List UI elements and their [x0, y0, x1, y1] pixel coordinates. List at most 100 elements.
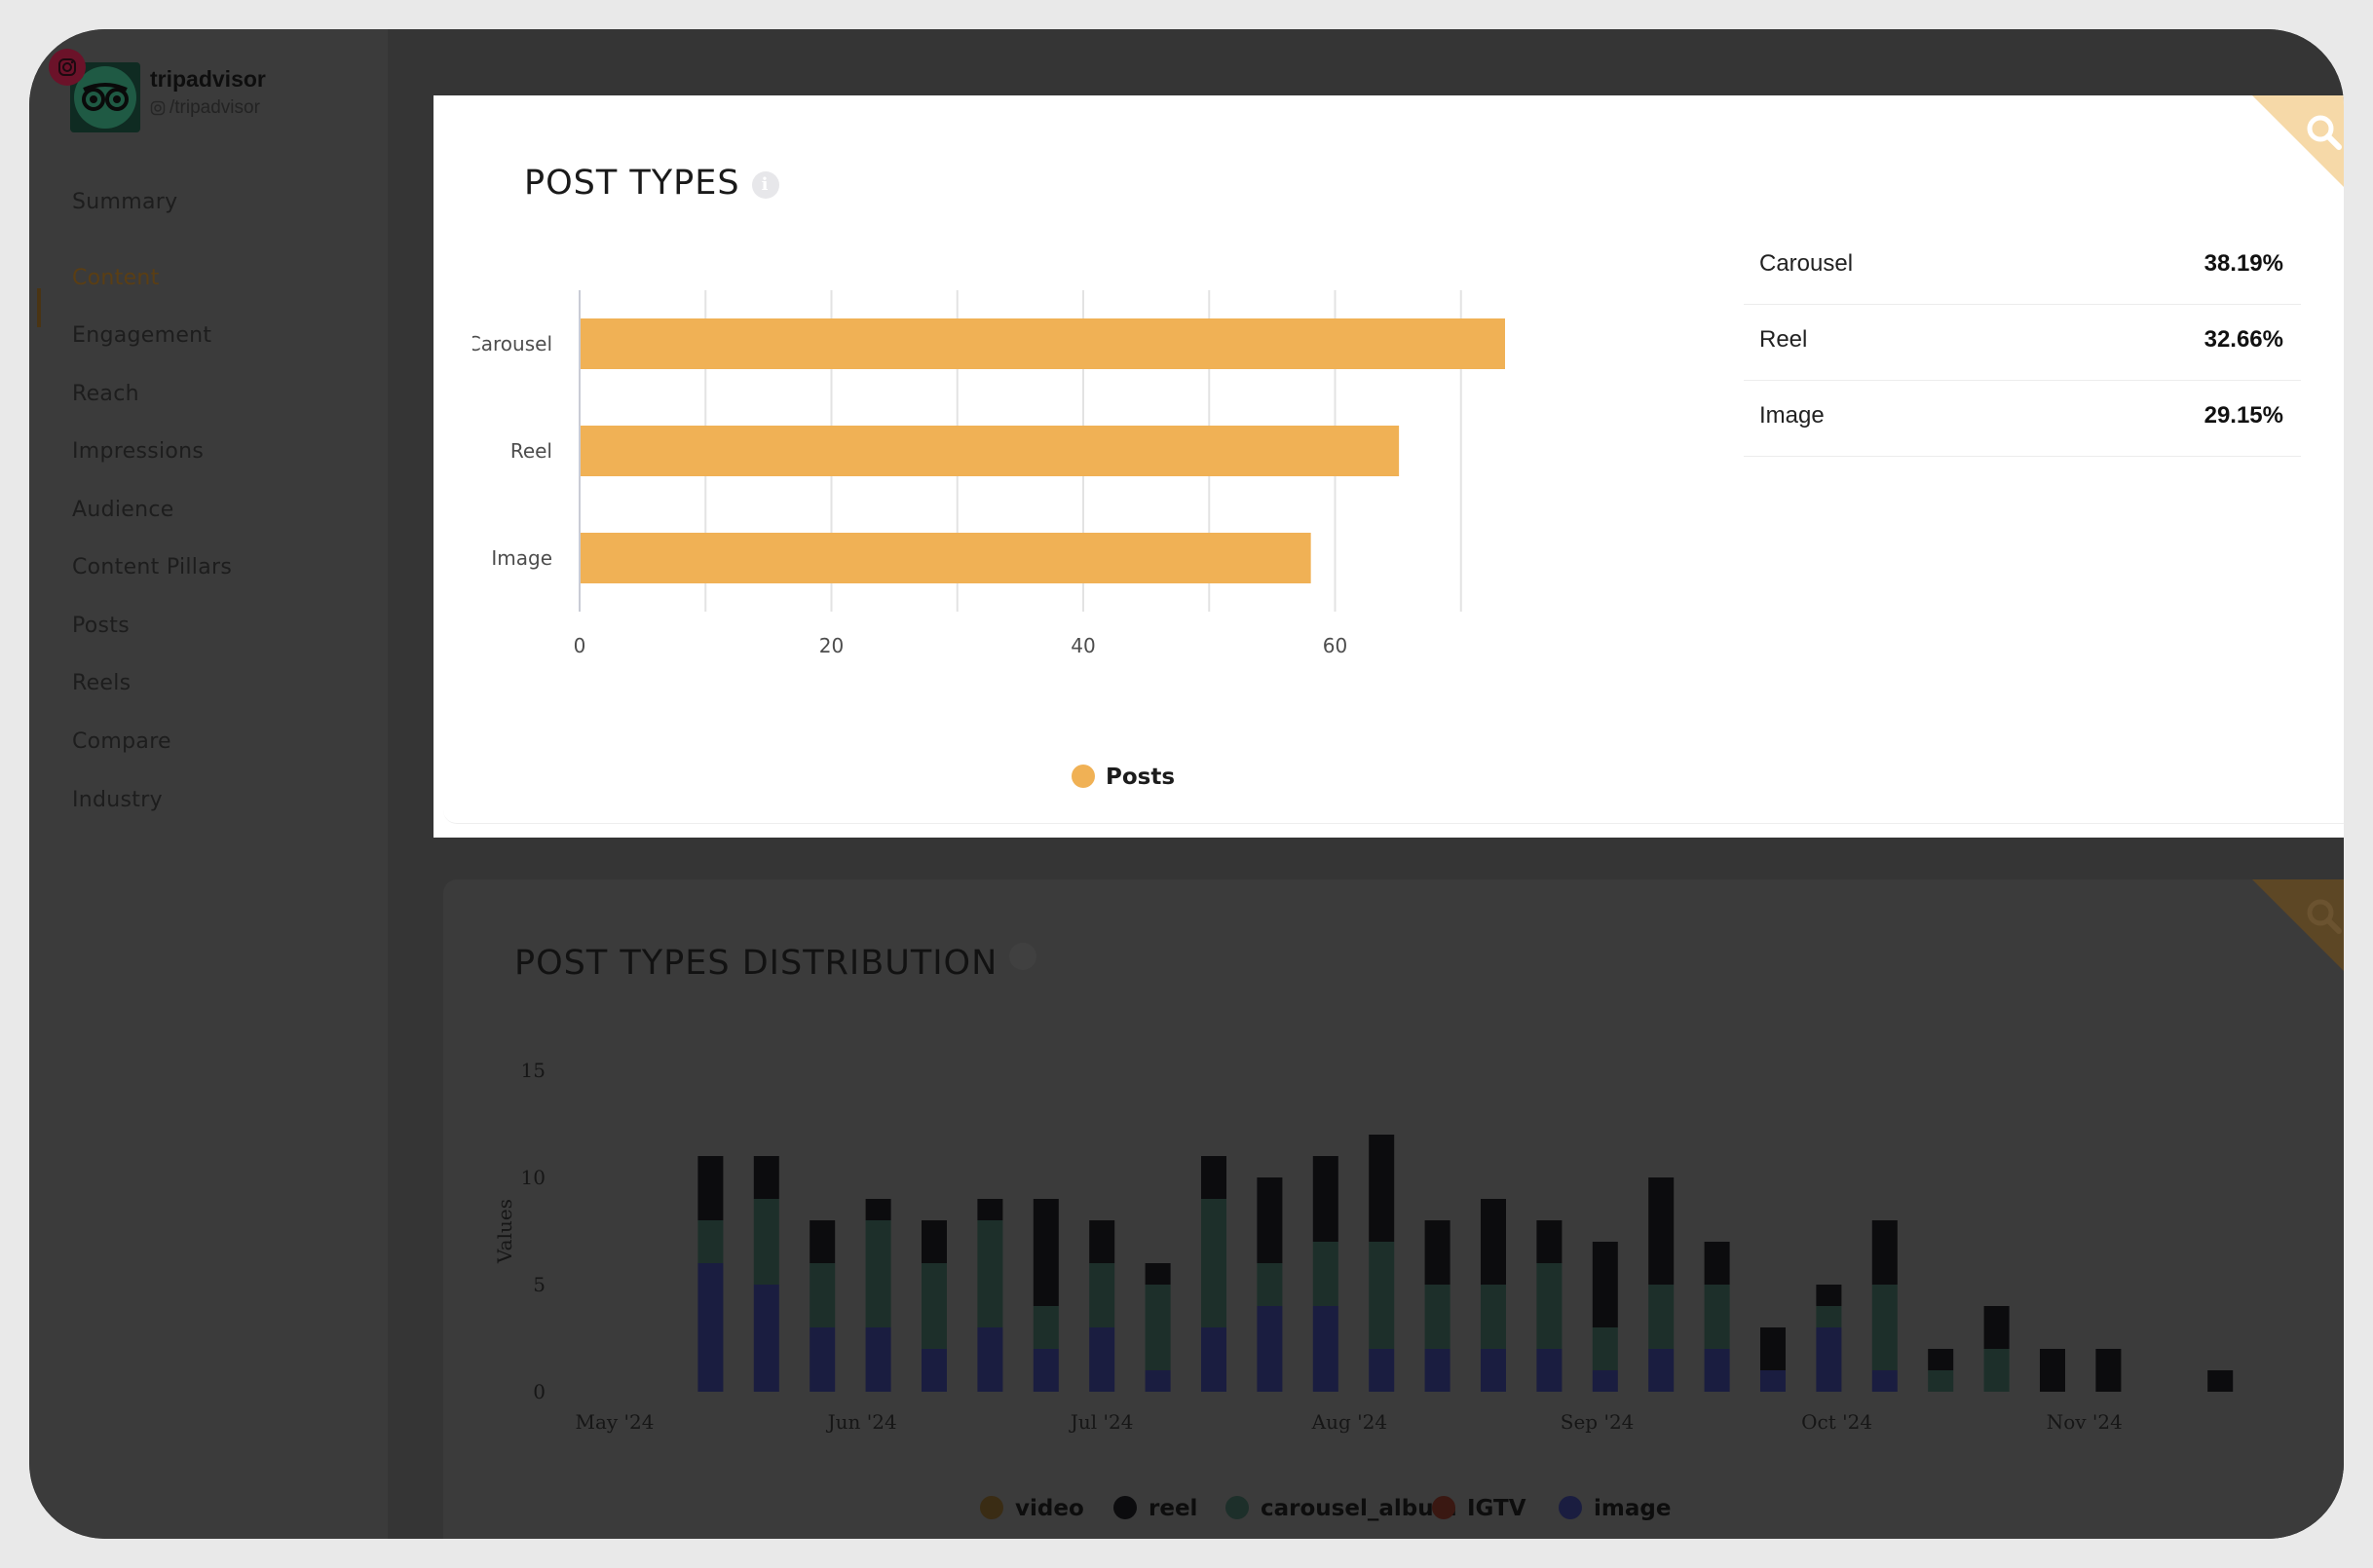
stacked-bar-segment — [1145, 1285, 1171, 1370]
y-axis-title: Values — [493, 1199, 516, 1264]
stacked-bar-segment — [1928, 1370, 1954, 1392]
sidebar-item-impressions[interactable]: Impressions — [72, 439, 205, 464]
stacked-bar-segment — [1257, 1306, 1283, 1392]
stacked-bar-segment — [1201, 1156, 1226, 1199]
card-corner — [2252, 95, 2344, 199]
stacked-bar-segment — [1592, 1242, 1618, 1327]
profile-handle: /tripadvisor — [150, 97, 260, 119]
stacked-bar-segment — [753, 1285, 779, 1392]
search-icon[interactable] — [2305, 113, 2344, 152]
sidebar-item-industry[interactable]: Industry — [72, 788, 163, 812]
stacked-bar-segment — [865, 1220, 891, 1327]
distribution-title: POST TYPES DISTRIBUTION — [514, 943, 1037, 983]
stat-row: Image 29.15% — [1744, 381, 2301, 457]
legend-marker — [980, 1496, 1003, 1519]
stacked-bar-segment — [922, 1349, 947, 1392]
stacked-bar-segment — [1201, 1327, 1226, 1392]
stacked-bar-segment — [977, 1220, 1003, 1327]
stacked-bar-segment — [1424, 1220, 1450, 1285]
stacked-bar-segment — [1536, 1263, 1563, 1349]
stat-value: 38.19% — [2204, 250, 2283, 277]
stacked-bar-segment — [1648, 1285, 1675, 1349]
sidebar-item-content[interactable]: Content — [72, 266, 160, 290]
post-types-distribution-chart: Values 0 5 10 15 May '24 Jun '24 Jul '24 Aug '24… — [493, 1059, 2234, 1521]
stacked-bar-segment — [1704, 1349, 1730, 1392]
instagram-small-icon — [150, 100, 166, 116]
stat-label: Reel — [1759, 326, 1808, 353]
stacked-bar-segment — [977, 1199, 1003, 1220]
instagram-icon — [49, 49, 86, 86]
stacked-bar-segment — [1312, 1242, 1338, 1306]
stacked-bar-segment — [1089, 1263, 1115, 1327]
stacked-bar-segment — [1871, 1370, 1898, 1392]
sidebar-item-summary[interactable]: Summary — [72, 190, 178, 214]
stat-row: Carousel 38.19% — [1744, 229, 2301, 305]
sidebar-item-reels[interactable]: Reels — [72, 671, 132, 695]
legend-label: Posts — [1106, 765, 1175, 790]
stacked-bar-segment — [1033, 1306, 1059, 1349]
y-tick-label: 10 — [521, 1166, 546, 1189]
stacked-bar-segment — [1257, 1177, 1283, 1263]
card-corner — [2252, 879, 2344, 983]
distribution-title-text: POST TYPES DISTRIBUTION — [514, 944, 998, 983]
legend-marker — [1225, 1496, 1249, 1519]
x-tick-label: Oct '24 — [1801, 1410, 1872, 1434]
stacked-bar-segment — [1145, 1263, 1171, 1285]
stacked-bar-segment — [1704, 1242, 1730, 1285]
stacked-bar-segment — [1145, 1370, 1171, 1392]
stacked-bar-segment — [1536, 1349, 1563, 1392]
app-frame: tripadvisor /tripadvisor Summary Content… — [29, 29, 2344, 1539]
stacked-bar-segment — [1257, 1263, 1283, 1306]
post-types-title: POST TYPES i — [524, 164, 779, 203]
post-types-distribution-card: POST TYPES DISTRIBUTION Values 0 5 10 15 May … — [443, 879, 2344, 1539]
active-nav-indicator — [37, 288, 41, 327]
bar — [581, 426, 1400, 476]
stacked-bar-segment — [1648, 1177, 1675, 1285]
stat-value: 29.15% — [2204, 402, 2283, 429]
stat-label: Image — [1759, 402, 1825, 429]
stacked-bar-segment — [1536, 1220, 1563, 1263]
search-icon[interactable] — [2305, 897, 2344, 936]
legend-marker — [1432, 1496, 1455, 1519]
stacked-bar-segment — [753, 1156, 779, 1199]
stacked-bar-segment — [1201, 1199, 1226, 1327]
x-tick-label: 60 — [1323, 634, 1347, 657]
y-tick-label: Image — [491, 546, 552, 570]
sidebar-item-content-pillars[interactable]: Content Pillars — [72, 555, 233, 579]
stacked-bar-segment — [1424, 1285, 1450, 1349]
y-tick-label: Carousel — [472, 332, 552, 355]
sidebar-item-engagement[interactable]: Engagement — [72, 323, 212, 348]
stacked-bar-segment — [810, 1220, 836, 1263]
stacked-bar-segment — [753, 1199, 779, 1285]
info-icon[interactable]: i — [751, 171, 779, 199]
stacked-bar-segment — [1369, 1242, 1395, 1349]
sidebar-item-audience[interactable]: Audience — [72, 498, 174, 522]
stacked-bar-segment — [977, 1327, 1003, 1392]
x-tick-label: 0 — [574, 634, 586, 657]
stacked-bar-segment — [810, 1327, 836, 1392]
legend-label: IGTV — [1467, 1496, 1526, 1521]
stacked-bar-segment — [2207, 1370, 2234, 1392]
stacked-bar-segment — [1592, 1370, 1618, 1392]
info-icon[interactable] — [1009, 943, 1037, 970]
stacked-bar-segment — [697, 1220, 724, 1263]
stacked-bar-segment — [1481, 1285, 1506, 1349]
x-tick-label: 20 — [819, 634, 844, 657]
stacked-bar-segment — [865, 1199, 891, 1220]
y-tick-label: 5 — [533, 1273, 546, 1296]
legend-marker — [1113, 1496, 1137, 1519]
stacked-bar-segment — [697, 1156, 724, 1220]
sidebar-item-reach[interactable]: Reach — [72, 382, 139, 406]
x-tick-label: Jun '24 — [826, 1410, 897, 1434]
tripadvisor-logo — [70, 62, 140, 132]
stacked-bar-segment — [1760, 1370, 1786, 1392]
stacked-bar-segment — [1481, 1349, 1506, 1392]
legend-label: carousel_album — [1261, 1496, 1457, 1521]
stacked-bar-segment — [1760, 1327, 1786, 1370]
post-types-title-text: POST TYPES — [524, 164, 740, 203]
y-tick-label: Reel — [510, 439, 552, 463]
sidebar-item-posts[interactable]: Posts — [72, 614, 130, 638]
sidebar-item-compare[interactable]: Compare — [72, 729, 171, 754]
